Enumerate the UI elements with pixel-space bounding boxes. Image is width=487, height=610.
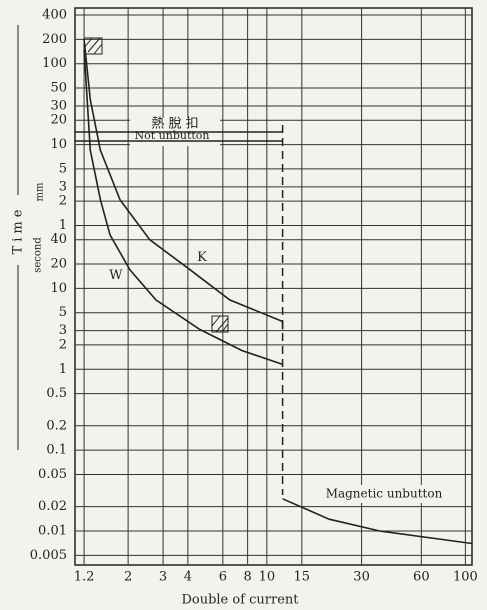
y-tick-label: 20 bbox=[50, 113, 67, 128]
y-tick-label: 50 bbox=[50, 81, 67, 96]
curve-label: K bbox=[197, 250, 207, 265]
hatch bbox=[211, 315, 229, 333]
label-box bbox=[308, 485, 458, 503]
y-unit: second bbox=[33, 237, 44, 273]
x-tick-label: 2 bbox=[124, 570, 132, 585]
curve bbox=[83, 39, 283, 323]
y-tick-label: 0.2 bbox=[46, 418, 67, 433]
annotation: Magnetic unbutton bbox=[326, 487, 443, 501]
y-tick-label: 3 bbox=[59, 323, 67, 338]
y-tick-label: 0.1 bbox=[46, 443, 67, 458]
x-tick-label: 10 bbox=[259, 570, 276, 585]
y-tick-label: 400 bbox=[42, 8, 67, 23]
y-tick-label: 0.5 bbox=[46, 386, 67, 401]
x-axis-label: Double of current bbox=[181, 593, 299, 608]
x-tick-label: 3 bbox=[159, 570, 167, 585]
y-tick-label: 0.005 bbox=[30, 548, 67, 563]
y-tick-label: 10 bbox=[50, 137, 67, 152]
hatch bbox=[83, 37, 103, 55]
curve bbox=[83, 49, 283, 366]
x-tick-label: 30 bbox=[353, 570, 370, 585]
y-tick-label: 20 bbox=[50, 257, 67, 272]
x-tick-label: 1.2 bbox=[74, 570, 95, 585]
y-tick-label: 5 bbox=[59, 161, 67, 176]
y-tick-label: 3 bbox=[59, 179, 67, 194]
curve bbox=[282, 498, 473, 545]
y-tick-label: 0.05 bbox=[38, 467, 67, 482]
curve-label: W bbox=[109, 268, 123, 283]
y-tick-label: 5 bbox=[59, 305, 67, 320]
plot-frame bbox=[74, 7, 473, 566]
annotation: 熱 脫 扣 bbox=[151, 117, 198, 132]
x-tick-label: 60 bbox=[413, 570, 430, 585]
annotation: Not unbutton bbox=[134, 129, 209, 142]
y-tick-label: 2 bbox=[59, 337, 67, 352]
y-unit: mm bbox=[35, 182, 46, 201]
x-tick-label: 4 bbox=[184, 570, 192, 585]
y-tick-label: 40 bbox=[50, 232, 67, 247]
x-tick-label: 15 bbox=[294, 570, 311, 585]
y-tick-label: 10 bbox=[50, 281, 67, 296]
y-tick-label: 0.01 bbox=[38, 524, 67, 539]
y-tick-label: 0.02 bbox=[38, 499, 67, 514]
y-tick-label: 2 bbox=[59, 194, 67, 209]
y-tick-label: 100 bbox=[42, 56, 67, 71]
y-tick-label: 1 bbox=[59, 362, 67, 377]
y-tick-label: 30 bbox=[50, 98, 67, 113]
y-tick-label: 1 bbox=[59, 218, 67, 233]
y-tick-label: 200 bbox=[42, 32, 67, 47]
x-tick-label: 6 bbox=[219, 570, 227, 585]
x-tick-label: 8 bbox=[243, 570, 251, 585]
x-tick-label: 100 bbox=[453, 570, 478, 585]
y-axis-label: Time bbox=[11, 206, 26, 255]
